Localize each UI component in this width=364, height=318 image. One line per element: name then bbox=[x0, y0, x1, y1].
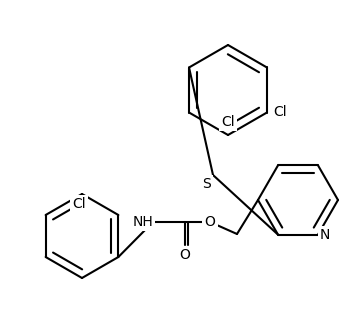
Text: S: S bbox=[202, 177, 211, 191]
Text: O: O bbox=[179, 248, 190, 262]
Text: N: N bbox=[320, 228, 331, 242]
Text: O: O bbox=[205, 215, 215, 229]
Text: Cl: Cl bbox=[273, 106, 286, 120]
Text: Cl: Cl bbox=[221, 115, 235, 129]
Text: NH: NH bbox=[132, 215, 153, 229]
Text: Cl: Cl bbox=[72, 197, 86, 211]
